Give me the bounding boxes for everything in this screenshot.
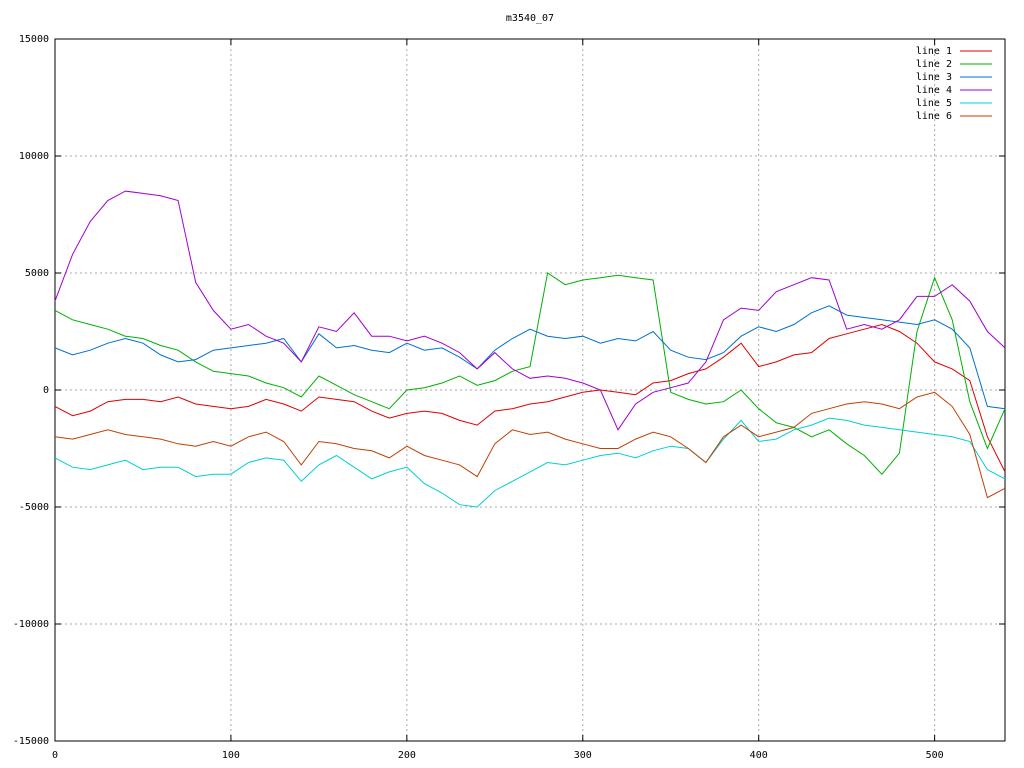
y-tick-label: 10000	[19, 151, 49, 162]
y-tick-label: 0	[43, 385, 49, 396]
chart-title: m3540_07	[506, 13, 554, 24]
plot-frame	[54, 38, 1006, 742]
series-line	[54, 305, 1006, 410]
y-tick-label: -10000	[13, 619, 49, 630]
series-line	[54, 391, 1006, 499]
x-tick-label: 0	[52, 750, 58, 761]
series-line	[54, 190, 1006, 431]
legend-label: line 1	[916, 46, 952, 57]
y-tick-label: 15000	[19, 34, 49, 45]
x-tick-label: 400	[750, 750, 768, 761]
legend-label: line 2	[916, 59, 952, 70]
y-tick-label: -15000	[13, 736, 49, 747]
series-line	[54, 323, 1006, 473]
legend-label: line 4	[916, 85, 952, 96]
series-line	[54, 272, 1006, 475]
x-tick-label: 100	[222, 750, 240, 761]
legend-label: line 6	[916, 111, 952, 122]
y-tick-label: -5000	[19, 502, 49, 513]
legend-label: line 5	[916, 98, 952, 109]
x-tick-label: 300	[574, 750, 592, 761]
legend-label: line 3	[916, 72, 952, 83]
y-tick-label: 5000	[25, 268, 49, 279]
series-line	[54, 417, 1006, 508]
x-tick-label: 200	[398, 750, 416, 761]
x-tick-label: 500	[926, 750, 944, 761]
